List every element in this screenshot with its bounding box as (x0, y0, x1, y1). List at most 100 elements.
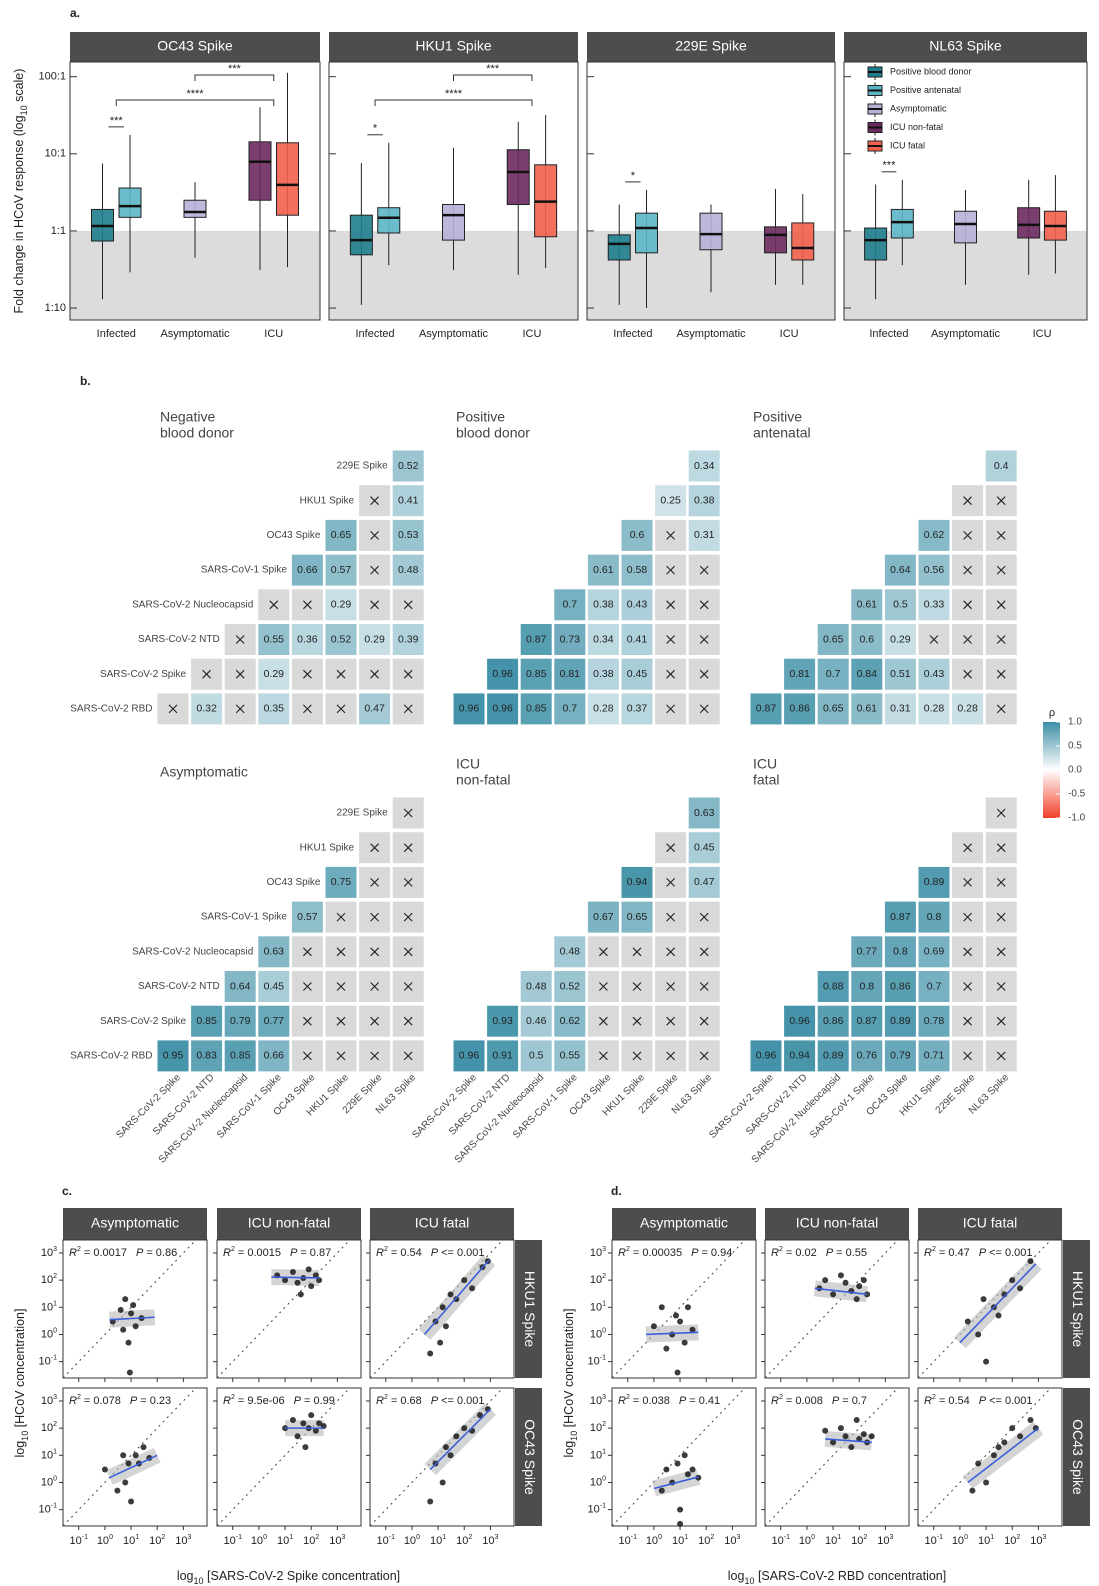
y-tick-label: 100 (41, 1328, 57, 1341)
row-label: SARS-CoV-2 RBD (70, 1051, 152, 1062)
y-tick-label: 1:10 (45, 302, 66, 314)
tick-exponent: 2 (1016, 1534, 1020, 1541)
point (461, 1425, 468, 1432)
na-cross (370, 843, 379, 853)
fit-stats: R2 = 0.47 P <= 0.001 (924, 1246, 1033, 1259)
cell-label: 0.52 (560, 980, 581, 992)
cell-label: 0.67 (593, 911, 614, 923)
na-cross (666, 1051, 675, 1061)
cell-label: 0.39 (398, 633, 419, 645)
na-cross (699, 947, 709, 957)
strip-title: NL63 Spike (929, 38, 1002, 54)
point (830, 1439, 837, 1446)
na-cross (996, 878, 1006, 887)
strip-title: OC43 Spike (1070, 1419, 1086, 1495)
strip-title: ICU fatal (963, 1215, 1017, 1231)
fit-line (645, 1331, 699, 1336)
cell (258, 971, 290, 1002)
na-cross (699, 982, 709, 991)
cell-label: 0.86 (823, 1015, 844, 1027)
cell-label: 0.96 (756, 1050, 777, 1062)
fit-stats: R2 = 0.00035 P = 0.94 (618, 1246, 732, 1259)
p-symbol: P (979, 1395, 987, 1407)
p-symbol: P (979, 1247, 987, 1259)
row-label: SARS-CoV-2 Spike (100, 1016, 187, 1027)
cell (258, 936, 290, 968)
cell (191, 1040, 223, 1072)
identity-line (611, 1239, 746, 1379)
point (132, 1323, 139, 1330)
cell-label: 0.65 (823, 703, 844, 715)
x-tick-label: 10-1 (377, 1534, 396, 1547)
na-cross (336, 1051, 346, 1061)
na-cross (666, 600, 675, 610)
cell-label: 0.45 (627, 668, 648, 680)
cell (918, 1040, 950, 1072)
point (437, 1339, 444, 1346)
box (118, 187, 142, 218)
point (860, 1277, 867, 1284)
cell-label: 0.45 (264, 980, 285, 992)
na-cross (996, 635, 1006, 644)
colorbar-tick-label: -1.0 (1068, 813, 1086, 824)
x-tick-label: 103 (329, 1534, 345, 1547)
cell-label: 0.65 (823, 633, 844, 645)
cell (884, 693, 916, 725)
box (699, 212, 723, 251)
tick-exponent: 1 (289, 1534, 293, 1541)
tick-base: 10 (925, 1535, 937, 1547)
tick-base: 10 (825, 1535, 837, 1547)
p-value: = 0.55 (836, 1247, 867, 1259)
cell (688, 519, 720, 551)
strip-title: HKU1 Spike (415, 38, 491, 54)
y-axis-label-part: 10 (19, 105, 29, 115)
plot-border (843, 61, 1088, 321)
strip (612, 1208, 756, 1240)
cell (587, 624, 619, 655)
point (658, 1304, 665, 1311)
facet-bg (764, 1239, 910, 1379)
x-tick-label: 101 (123, 1534, 139, 1547)
point (677, 1520, 684, 1527)
cell-label: 0.38 (593, 668, 614, 680)
tick-exponent: 2 (602, 1273, 606, 1280)
cell-label: 0.85 (230, 1050, 251, 1062)
cell (325, 866, 357, 898)
cell (554, 936, 586, 968)
x-tick-label: 100 (952, 1534, 968, 1547)
na-cross (370, 982, 379, 991)
point (305, 1266, 312, 1273)
cell-label: 0.61 (857, 703, 878, 715)
cell (918, 971, 950, 1002)
cell-label: 0.86 (890, 980, 911, 992)
na-cross (666, 947, 675, 957)
column-label: SARS-CoV-1 Spike (511, 1072, 580, 1141)
na-cross (963, 635, 972, 644)
cell-label: 0.8 (893, 946, 908, 958)
strip-title: HKU1 Spike (522, 1271, 538, 1347)
cell-label: 0.5 (529, 1050, 544, 1062)
cell-label: 0.47 (694, 876, 715, 888)
cell-label: 0.65 (331, 529, 352, 541)
point (663, 1466, 670, 1473)
point (684, 1471, 691, 1478)
y-tick-label: 10:1 (45, 148, 66, 160)
cell (487, 658, 519, 690)
cell-label: 0.7 (562, 703, 577, 715)
point (674, 1460, 681, 1467)
cell-label: 0.38 (593, 599, 614, 611)
point (853, 1416, 860, 1423)
na-cross (632, 947, 642, 957)
na-cross (963, 1016, 972, 1026)
y-axis-label-part: 10 (20, 1431, 30, 1441)
fit-stats: R2 = 0.54 P <= 0.001 (376, 1246, 485, 1259)
strip-title: HKU1 Spike (1070, 1271, 1086, 1347)
na-cross (699, 1016, 709, 1026)
x-tick-label: 10-1 (619, 1534, 638, 1547)
point (125, 1460, 132, 1467)
x-tick-label: Asymptomatic (160, 328, 230, 340)
cell-label: 0.89 (924, 876, 945, 888)
tick-exponent: 2 (863, 1534, 867, 1541)
y-tick-label: 101 (590, 1449, 606, 1462)
cell-label: 0.81 (560, 668, 581, 680)
